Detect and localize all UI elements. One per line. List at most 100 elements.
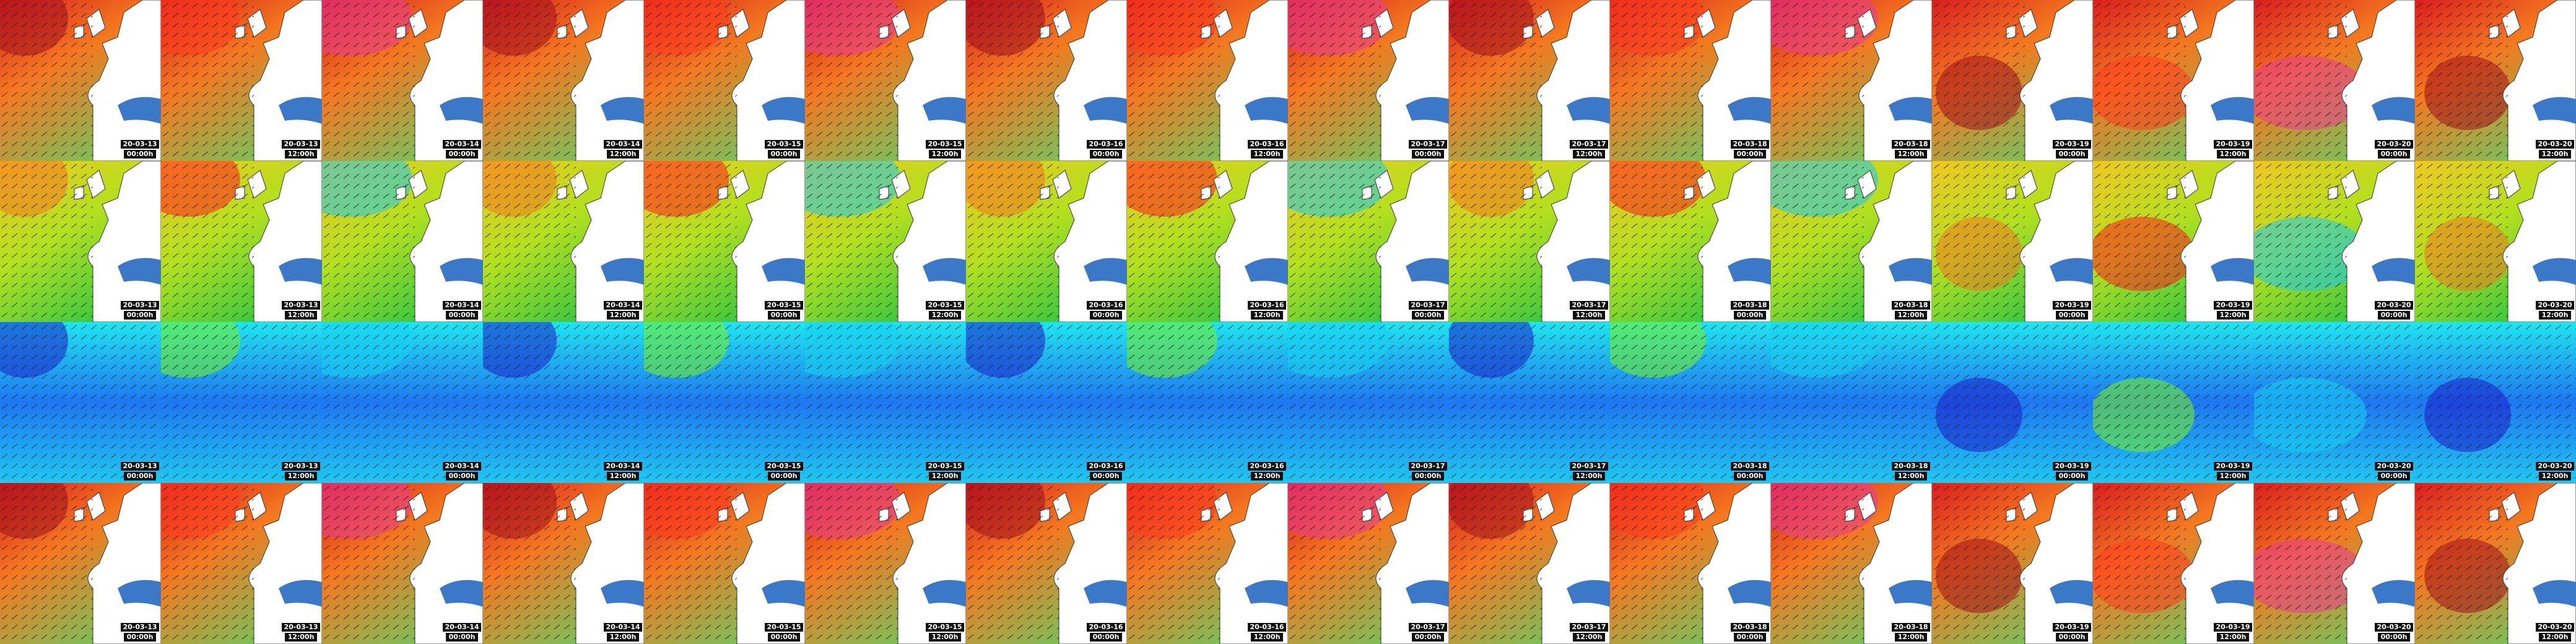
wind-arrows xyxy=(483,322,644,483)
wind-arrows xyxy=(161,483,254,644)
time-label: 12:00h xyxy=(1898,311,1925,319)
tile-content xyxy=(1288,161,1449,322)
tile-content xyxy=(2093,0,2254,161)
sea xyxy=(118,580,161,607)
wind-arrows xyxy=(966,0,1059,161)
date-box xyxy=(926,301,964,310)
tile-content xyxy=(966,322,1127,483)
time-box xyxy=(2539,311,2571,320)
time-label: 12:00h xyxy=(288,472,315,480)
sea xyxy=(440,97,483,124)
date-box xyxy=(1892,462,1930,471)
date-box xyxy=(443,140,481,149)
sea xyxy=(279,97,322,124)
time-label: 00:00h xyxy=(1415,472,1442,480)
map-tile: 20-03-20 12:00h xyxy=(2415,322,2576,483)
date-box xyxy=(2214,301,2252,310)
time-box xyxy=(1090,311,1122,320)
date-label: 20-03-15 xyxy=(767,301,801,309)
sea xyxy=(923,258,966,285)
sea xyxy=(2211,258,2254,285)
tile-content xyxy=(483,0,644,161)
time-label: 00:00h xyxy=(1415,311,1442,319)
time-label: 12:00h xyxy=(2542,150,2569,158)
tile-content xyxy=(644,0,805,161)
date-label: 20-03-14 xyxy=(445,623,479,631)
map-tile: 20-03-17 12:00h xyxy=(1449,0,1610,161)
map-tile: 20-03-17 00:00h xyxy=(1288,161,1449,322)
date-box xyxy=(1248,140,1286,149)
date-label: 20-03-13 xyxy=(284,140,318,148)
sea xyxy=(762,580,805,607)
tile-content xyxy=(1932,0,2093,161)
tile-content xyxy=(2254,0,2415,161)
time-label: 00:00h xyxy=(2381,150,2408,158)
map-tile: 20-03-14 00:00h xyxy=(322,483,483,644)
time-box xyxy=(1412,311,1444,320)
tile-content xyxy=(1610,322,1771,483)
map-tile: 20-03-14 00:00h xyxy=(322,0,483,161)
date-label: 20-03-16 xyxy=(1250,462,1284,470)
wind-arrows xyxy=(1932,483,2025,644)
tile-content xyxy=(1127,0,1288,161)
time-label: 12:00h xyxy=(932,311,959,319)
date-box xyxy=(1731,301,1769,310)
tile-content xyxy=(161,483,322,644)
time-label: 00:00h xyxy=(1093,150,1120,158)
time-box xyxy=(1895,150,1927,159)
time-label: 00:00h xyxy=(1415,150,1442,158)
wind-arrows xyxy=(0,483,93,644)
time-label: 12:00h xyxy=(932,150,959,158)
date-label: 20-03-14 xyxy=(445,301,479,309)
wind-arrows xyxy=(483,483,576,644)
sea xyxy=(1889,97,1932,124)
time-box xyxy=(2217,311,2249,320)
time-box xyxy=(124,150,156,159)
sea xyxy=(1889,258,1932,285)
map-tile: 20-03-13 00:00h xyxy=(0,161,161,322)
time-box xyxy=(1895,633,1927,642)
tile-content xyxy=(1771,161,1932,322)
wind-arrows xyxy=(1449,483,1542,644)
wind-arrows xyxy=(805,483,898,644)
tile-content xyxy=(1127,483,1288,644)
time-box xyxy=(1251,633,1283,642)
date-label: 20-03-13 xyxy=(123,301,157,309)
tile-content xyxy=(1449,161,1610,322)
date-label: 20-03-20 xyxy=(2377,623,2411,631)
date-box xyxy=(1570,301,1608,310)
time-label: 12:00h xyxy=(2542,472,2569,480)
time-label: 12:00h xyxy=(288,150,315,158)
tile-content xyxy=(483,161,644,322)
map-tile: 20-03-13 12:00h xyxy=(161,0,322,161)
time-box xyxy=(1895,472,1927,481)
tile-content xyxy=(2254,161,2415,322)
wind-arrows xyxy=(161,322,322,483)
wind-arrows xyxy=(644,0,737,161)
date-box xyxy=(765,623,803,632)
wind-arrows xyxy=(0,322,161,483)
time-label: 00:00h xyxy=(2059,472,2086,480)
date-label: 20-03-20 xyxy=(2377,140,2411,148)
tile-content xyxy=(322,161,483,322)
map-tile: 20-03-14 12:00h xyxy=(483,161,644,322)
tile-content xyxy=(483,483,644,644)
time-box xyxy=(929,150,961,159)
sea xyxy=(1406,580,1449,607)
time-box xyxy=(2056,472,2088,481)
wind-arrows xyxy=(1449,161,1542,322)
tile-content xyxy=(2415,483,2576,644)
map-tile: 20-03-18 12:00h xyxy=(1771,0,1932,161)
time-label: 12:00h xyxy=(610,311,637,319)
time-label: 00:00h xyxy=(449,150,476,158)
map-tile: 20-03-18 00:00h xyxy=(1610,322,1771,483)
time-box xyxy=(1573,311,1605,320)
date-box xyxy=(2536,623,2574,632)
time-label: 00:00h xyxy=(771,633,798,641)
tile-content xyxy=(1932,161,2093,322)
wind-arrows xyxy=(2093,0,2186,161)
time-label: 12:00h xyxy=(1898,150,1925,158)
date-box xyxy=(443,623,481,632)
time-label: 00:00h xyxy=(1415,633,1442,641)
